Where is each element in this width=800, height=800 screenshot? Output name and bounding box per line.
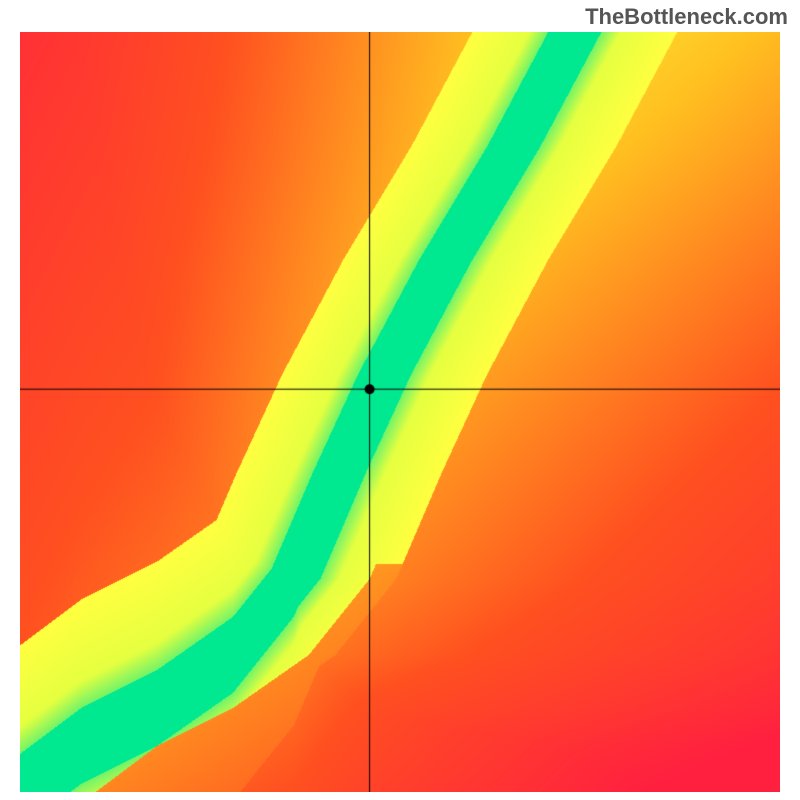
chart-container: TheBottleneck.com [0,0,800,800]
heatmap-canvas [20,32,780,792]
heatmap-plot [20,32,780,792]
watermark-text: TheBottleneck.com [585,4,788,30]
